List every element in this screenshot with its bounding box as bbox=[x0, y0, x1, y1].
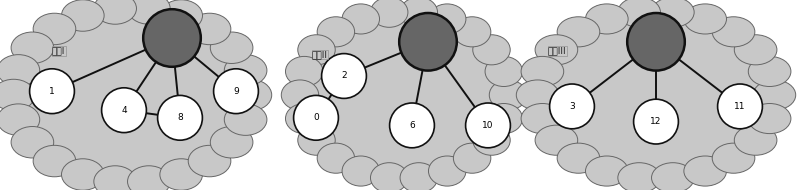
Ellipse shape bbox=[485, 104, 522, 134]
Ellipse shape bbox=[11, 32, 54, 63]
Ellipse shape bbox=[490, 80, 526, 110]
Text: 区域II: 区域II bbox=[312, 50, 328, 59]
Ellipse shape bbox=[370, 163, 408, 190]
Ellipse shape bbox=[466, 103, 510, 148]
Ellipse shape bbox=[557, 143, 600, 173]
Text: 6: 6 bbox=[409, 121, 415, 130]
Text: 9: 9 bbox=[233, 87, 239, 96]
Text: 12: 12 bbox=[650, 117, 662, 126]
Ellipse shape bbox=[300, 11, 508, 179]
Ellipse shape bbox=[0, 55, 40, 86]
Ellipse shape bbox=[712, 17, 755, 47]
Text: 区域I: 区域I bbox=[52, 46, 66, 55]
Ellipse shape bbox=[11, 127, 54, 158]
Ellipse shape bbox=[298, 35, 335, 65]
Ellipse shape bbox=[158, 95, 202, 140]
Text: 11: 11 bbox=[734, 102, 746, 111]
Ellipse shape bbox=[535, 35, 578, 65]
Ellipse shape bbox=[627, 13, 685, 71]
Ellipse shape bbox=[550, 84, 594, 129]
Text: 2: 2 bbox=[341, 71, 347, 81]
Ellipse shape bbox=[30, 69, 74, 114]
Ellipse shape bbox=[14, 8, 250, 182]
Ellipse shape bbox=[618, 163, 661, 190]
Ellipse shape bbox=[753, 80, 796, 110]
Text: 0: 0 bbox=[313, 113, 319, 122]
Ellipse shape bbox=[399, 13, 457, 71]
Ellipse shape bbox=[286, 56, 323, 86]
Ellipse shape bbox=[229, 79, 272, 111]
Ellipse shape bbox=[0, 79, 35, 111]
Ellipse shape bbox=[521, 104, 564, 134]
Ellipse shape bbox=[429, 4, 466, 34]
Ellipse shape bbox=[317, 17, 354, 47]
Ellipse shape bbox=[748, 56, 791, 86]
Text: 10: 10 bbox=[482, 121, 494, 130]
Ellipse shape bbox=[400, 163, 438, 190]
Ellipse shape bbox=[634, 99, 678, 144]
Ellipse shape bbox=[557, 17, 600, 47]
Ellipse shape bbox=[734, 125, 777, 155]
Ellipse shape bbox=[516, 80, 559, 110]
Ellipse shape bbox=[224, 104, 267, 135]
Ellipse shape bbox=[586, 4, 628, 34]
Ellipse shape bbox=[143, 9, 201, 67]
Text: 4: 4 bbox=[121, 106, 127, 115]
Ellipse shape bbox=[160, 0, 202, 31]
Text: 1: 1 bbox=[49, 87, 55, 96]
Ellipse shape bbox=[224, 55, 267, 86]
Ellipse shape bbox=[485, 56, 522, 86]
Ellipse shape bbox=[214, 69, 258, 114]
Ellipse shape bbox=[342, 156, 379, 186]
Ellipse shape bbox=[62, 159, 104, 190]
Ellipse shape bbox=[127, 0, 170, 24]
Text: 3: 3 bbox=[569, 102, 575, 111]
Ellipse shape bbox=[102, 88, 146, 133]
Ellipse shape bbox=[473, 125, 510, 155]
Ellipse shape bbox=[651, 163, 694, 190]
Ellipse shape bbox=[210, 127, 253, 158]
Ellipse shape bbox=[127, 166, 170, 190]
Ellipse shape bbox=[618, 0, 661, 27]
Ellipse shape bbox=[317, 143, 354, 173]
Ellipse shape bbox=[521, 56, 564, 86]
Text: 区域III: 区域III bbox=[548, 46, 566, 55]
Ellipse shape bbox=[160, 159, 202, 190]
Ellipse shape bbox=[33, 13, 76, 45]
Ellipse shape bbox=[684, 156, 726, 186]
Ellipse shape bbox=[322, 54, 366, 98]
Ellipse shape bbox=[586, 156, 628, 186]
Ellipse shape bbox=[712, 143, 755, 173]
Ellipse shape bbox=[538, 11, 774, 179]
Ellipse shape bbox=[94, 0, 137, 24]
Ellipse shape bbox=[342, 4, 379, 34]
Ellipse shape bbox=[62, 0, 104, 31]
Ellipse shape bbox=[33, 145, 76, 177]
Ellipse shape bbox=[429, 156, 466, 186]
Ellipse shape bbox=[370, 0, 408, 27]
Ellipse shape bbox=[298, 125, 335, 155]
Ellipse shape bbox=[286, 104, 323, 134]
Ellipse shape bbox=[684, 4, 726, 34]
Ellipse shape bbox=[651, 0, 694, 27]
Ellipse shape bbox=[282, 80, 318, 110]
Ellipse shape bbox=[473, 35, 510, 65]
Text: 8: 8 bbox=[177, 113, 183, 122]
Ellipse shape bbox=[0, 104, 40, 135]
Ellipse shape bbox=[454, 143, 491, 173]
Ellipse shape bbox=[400, 0, 438, 27]
Ellipse shape bbox=[294, 95, 338, 140]
Ellipse shape bbox=[535, 125, 578, 155]
Ellipse shape bbox=[188, 13, 231, 45]
Ellipse shape bbox=[748, 104, 791, 134]
Ellipse shape bbox=[188, 145, 231, 177]
Ellipse shape bbox=[718, 84, 762, 129]
Ellipse shape bbox=[454, 17, 491, 47]
Ellipse shape bbox=[210, 32, 253, 63]
Ellipse shape bbox=[734, 35, 777, 65]
Ellipse shape bbox=[94, 166, 137, 190]
Ellipse shape bbox=[390, 103, 434, 148]
